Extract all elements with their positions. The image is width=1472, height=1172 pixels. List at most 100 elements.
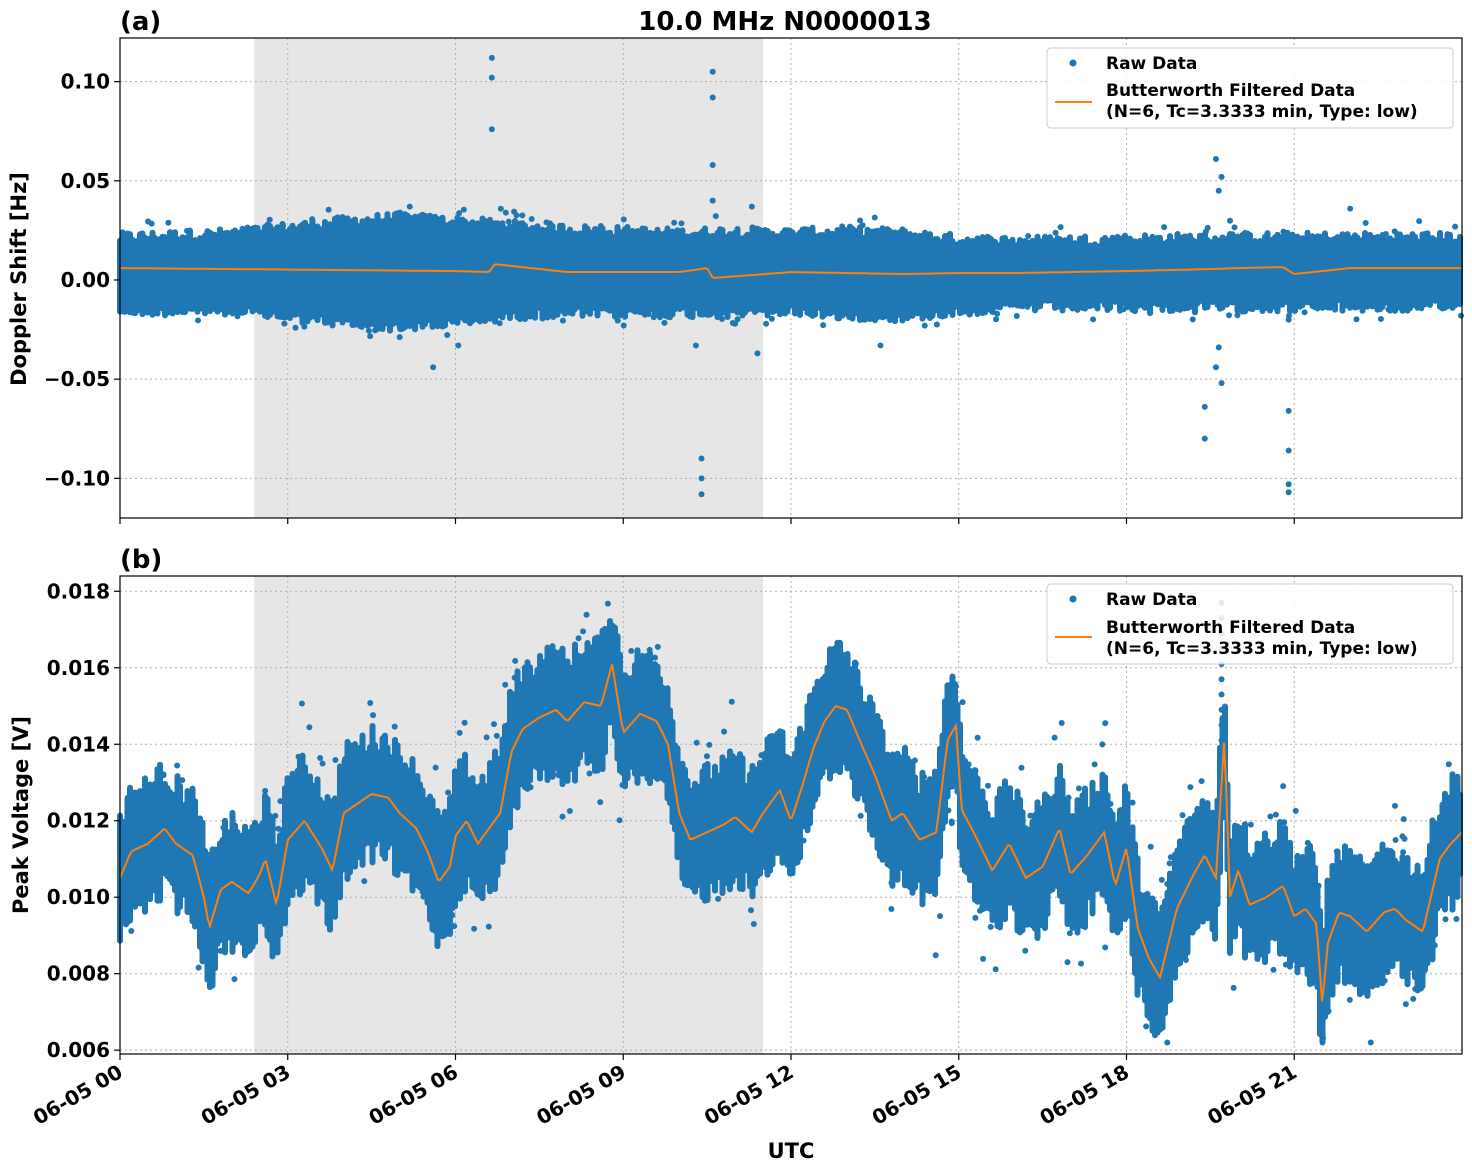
raw-data-point xyxy=(921,322,928,329)
raw-data-point xyxy=(737,838,744,845)
raw-data-point xyxy=(485,923,492,930)
raw-data-outlier xyxy=(430,364,437,371)
raw-data-point xyxy=(597,799,604,806)
raw-data-point xyxy=(1217,297,1224,304)
raw-data-point xyxy=(1458,312,1465,319)
raw-data-point xyxy=(566,744,573,751)
raw-data-point xyxy=(689,822,696,829)
raw-data-point xyxy=(1267,813,1274,820)
raw-data-point xyxy=(700,305,707,312)
raw-data-point xyxy=(628,647,635,654)
raw-data-point xyxy=(301,323,308,330)
raw-data-point xyxy=(1353,316,1360,323)
raw-data-point xyxy=(888,879,895,886)
panel-b-legend-filtered-params: (N=6, Tc=3.3333 min, Type: low) xyxy=(1106,639,1418,659)
raw-data-point xyxy=(703,753,710,760)
raw-data-point xyxy=(620,216,627,223)
raw-data-point xyxy=(457,867,464,874)
raw-data-point xyxy=(820,322,827,329)
raw-data-point xyxy=(1230,984,1237,991)
raw-data-point xyxy=(278,230,285,237)
raw-data-point xyxy=(529,228,536,235)
raw-data-point xyxy=(1027,844,1034,851)
raw-data-point xyxy=(233,302,240,309)
raw-data-point xyxy=(606,647,613,654)
raw-data-point xyxy=(836,315,843,322)
raw-data-outlier xyxy=(709,68,716,75)
raw-data-point xyxy=(527,784,534,791)
raw-data-point xyxy=(1402,1001,1409,1008)
raw-data-point xyxy=(1290,301,1297,308)
raw-data-point xyxy=(899,760,906,767)
y-tick-label: 0.016 xyxy=(47,656,110,680)
raw-data-point xyxy=(372,218,379,225)
raw-data-point xyxy=(367,333,374,340)
raw-data-point xyxy=(1218,706,1225,713)
raw-data-point xyxy=(1412,906,1419,913)
raw-data-point xyxy=(678,220,685,227)
raw-data-point xyxy=(1181,305,1188,312)
raw-data-point xyxy=(959,699,966,706)
raw-data-point xyxy=(490,721,497,728)
raw-data-point xyxy=(352,316,359,323)
raw-data-point xyxy=(1075,785,1082,792)
raw-data-point xyxy=(280,222,287,229)
raw-data-point xyxy=(456,729,463,736)
panel-a-legend-raw-marker xyxy=(1069,59,1077,67)
raw-data-point xyxy=(743,233,750,240)
raw-data-point xyxy=(502,209,509,216)
raw-data-point xyxy=(594,634,601,641)
raw-data-point xyxy=(1167,854,1174,861)
raw-data-point xyxy=(165,235,172,242)
raw-data-outlier xyxy=(1215,344,1222,351)
raw-data-point xyxy=(1362,219,1369,226)
raw-data-point xyxy=(758,752,765,759)
raw-data-point xyxy=(1049,237,1056,244)
raw-data-point xyxy=(992,966,999,973)
raw-data-point xyxy=(1366,906,1373,913)
raw-data-point xyxy=(721,728,728,735)
raw-data-point xyxy=(138,240,145,247)
x-tick-label: 06-05 12 xyxy=(700,1060,798,1130)
raw-data-point xyxy=(148,220,155,227)
raw-data-point xyxy=(160,772,167,779)
raw-data-point xyxy=(559,813,566,820)
raw-data-point xyxy=(1270,966,1277,973)
raw-data-point xyxy=(902,835,909,842)
raw-data-point xyxy=(528,216,535,223)
raw-data-point xyxy=(317,755,324,762)
raw-data-point xyxy=(1377,316,1384,323)
x-tick-label: 06-05 18 xyxy=(1035,1060,1133,1130)
raw-data-point xyxy=(361,878,368,885)
raw-data-point xyxy=(661,319,668,326)
raw-data-point xyxy=(881,309,888,316)
panel-b-legend: Raw Data Butterworth Filtered Data (N=6,… xyxy=(1046,583,1454,665)
raw-data-point xyxy=(1040,825,1047,832)
raw-data-outlier xyxy=(1201,435,1208,442)
raw-data-point xyxy=(719,316,726,323)
raw-data-outlier xyxy=(698,491,705,498)
raw-data-point xyxy=(639,307,646,314)
raw-data-point xyxy=(493,732,500,739)
raw-data-point xyxy=(1400,849,1407,856)
raw-data-point xyxy=(1367,1039,1374,1046)
raw-data-point xyxy=(511,674,518,681)
raw-data-point xyxy=(559,317,566,324)
raw-data-point xyxy=(616,817,623,824)
raw-data-point xyxy=(905,805,912,812)
raw-data-point xyxy=(179,777,186,784)
x-tick-label: 06-05 15 xyxy=(868,1060,966,1130)
raw-data-point xyxy=(367,699,374,706)
raw-data-point xyxy=(972,767,979,774)
raw-data-point xyxy=(1179,812,1186,819)
raw-data-point xyxy=(1396,871,1403,878)
raw-data-point xyxy=(1281,819,1288,826)
panel-a-raw-data xyxy=(117,54,1465,498)
raw-data-point xyxy=(555,742,562,749)
raw-data-point xyxy=(1218,737,1225,744)
raw-data-point xyxy=(476,852,483,859)
raw-data-point xyxy=(1320,1035,1327,1042)
raw-data-point xyxy=(1351,235,1358,242)
raw-data-point xyxy=(763,320,770,327)
y-tick-label: 0.010 xyxy=(47,885,110,909)
